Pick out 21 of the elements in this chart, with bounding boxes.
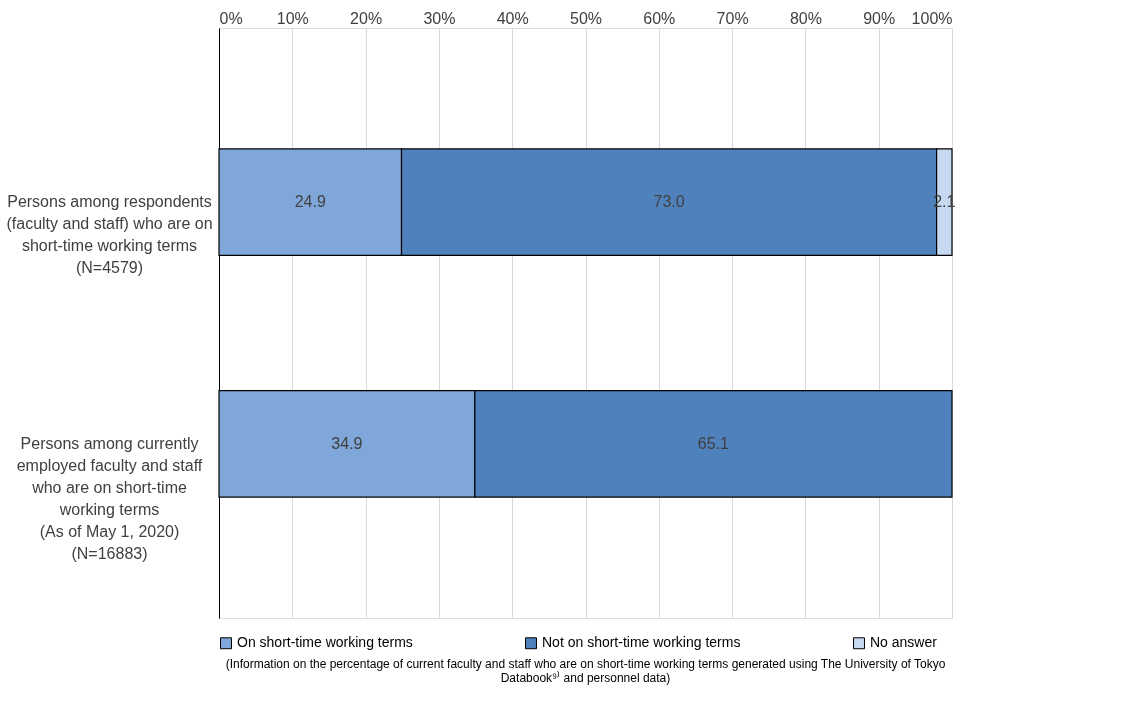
x-tick-label: 90%: [863, 9, 896, 27]
x-tick-label: 40%: [496, 9, 529, 27]
data-label: 65.1: [697, 434, 730, 452]
x-tick-label: 10%: [276, 9, 309, 27]
x-tick-label: 80%: [789, 9, 822, 27]
data-label: 73.0: [653, 193, 685, 211]
x-tick-label: 20%: [350, 9, 383, 27]
text: (Information on the percentage of current faculty and staff who are on short-time working terms generated using The University of Tokyo Databook⁹⁾ and personnel data): [225, 657, 946, 685]
x-tick-label: 50%: [569, 9, 603, 27]
x-tick-label: 70%: [716, 9, 749, 27]
y-tick-label: Persons among currently employed faculty and staff who are on short-time working terms (As of May 1, 2020) (N=16883): [16, 434, 203, 562]
data-label: 24.9: [294, 193, 326, 211]
x-tick-label: 100%: [911, 9, 953, 27]
legend-label: No answer: [870, 634, 938, 651]
legend-label: On short-time working terms: [237, 634, 413, 651]
x-tick-label: 0%: [219, 9, 243, 27]
x-tick-label: 30%: [423, 9, 456, 27]
y-tick-label: Persons among respondents (faculty and staff) who are on short-time working terms (N=4579): [6, 193, 213, 277]
data-label: 34.9: [331, 434, 363, 452]
x-tick-label: 60%: [643, 9, 676, 27]
legend-label: Not on short-time working terms: [542, 634, 741, 651]
